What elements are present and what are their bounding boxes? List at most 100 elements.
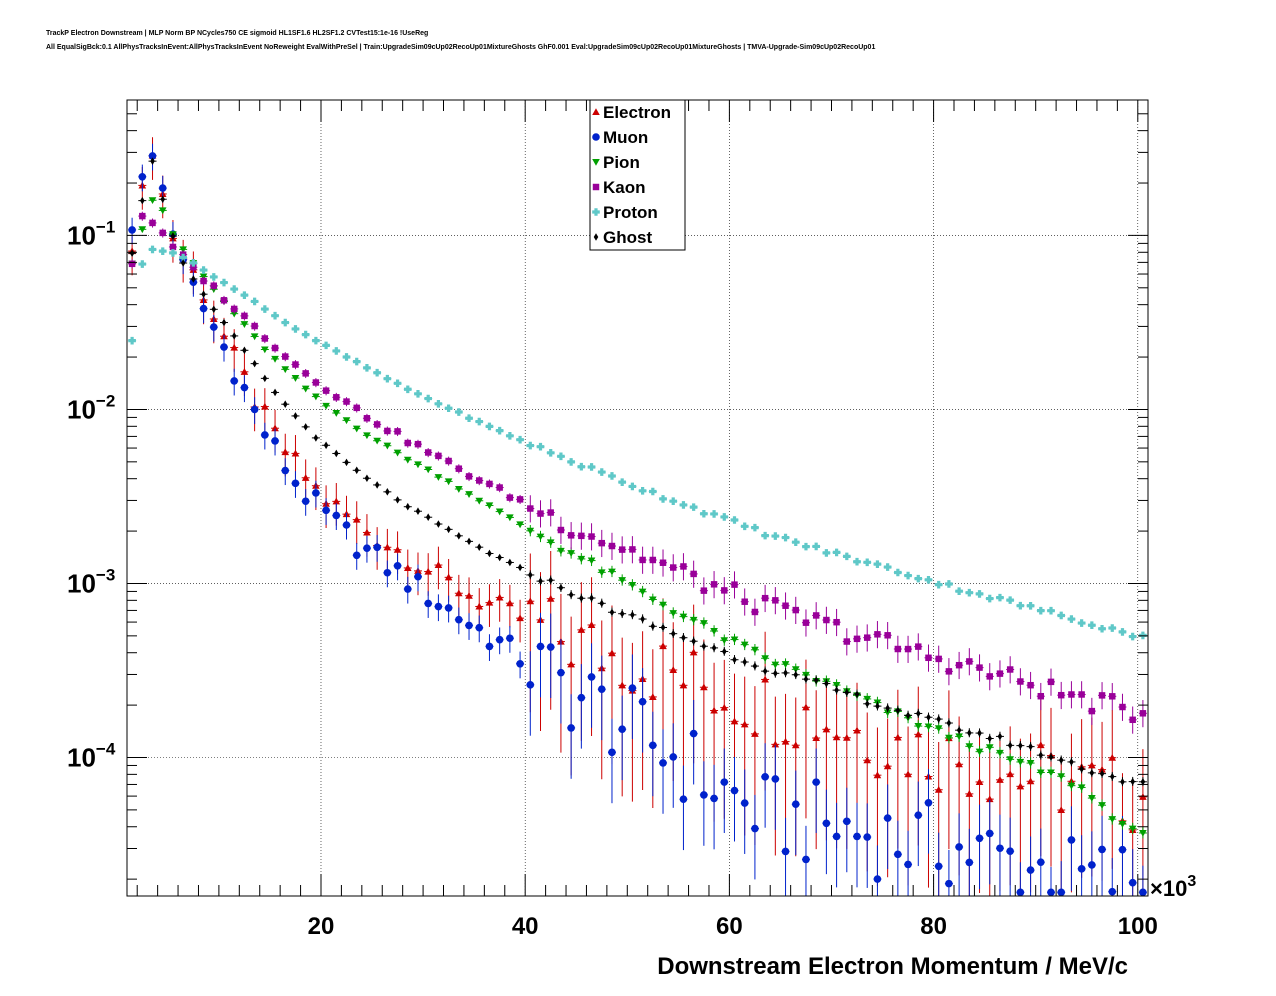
pion-point xyxy=(444,478,453,486)
legend: Electron Muon Pion Kaon Proton Ghost xyxy=(589,99,686,251)
muon-point xyxy=(904,860,912,869)
pion-point xyxy=(138,226,147,234)
kaon-point xyxy=(782,602,789,609)
proton-point xyxy=(455,408,463,416)
x-axis-multiplier-base: ×10 xyxy=(1150,876,1187,901)
muon-point xyxy=(332,511,341,520)
electron-point xyxy=(1108,753,1117,761)
kaon-point xyxy=(1057,691,1065,699)
ghost-point xyxy=(936,715,941,723)
proton-point xyxy=(587,463,596,471)
ghost-point xyxy=(1099,769,1105,778)
kaon-point xyxy=(465,473,473,480)
series-proton xyxy=(128,245,1147,641)
electron-point xyxy=(791,741,800,749)
proton-point xyxy=(465,414,473,423)
proton-point xyxy=(250,297,259,306)
electron-point xyxy=(649,693,657,700)
pion-point xyxy=(669,610,678,617)
muon-point xyxy=(281,466,290,475)
series-electron xyxy=(128,137,1147,896)
pion-point xyxy=(546,539,555,547)
ghost-point xyxy=(854,690,860,698)
pion-point xyxy=(1067,782,1076,790)
electron-point xyxy=(812,734,820,742)
muon-point xyxy=(363,544,371,552)
series-pion xyxy=(128,197,1147,839)
electron-point xyxy=(689,648,698,656)
pion-point xyxy=(761,655,769,663)
proton-point xyxy=(1128,632,1137,641)
kaon-point xyxy=(649,556,657,564)
muon-point xyxy=(506,634,514,643)
pion-point xyxy=(332,409,341,417)
proton-point xyxy=(1006,596,1014,604)
ghost-point xyxy=(926,713,931,722)
electron-point xyxy=(1026,777,1035,785)
ghost-point xyxy=(813,676,819,684)
ghost-point xyxy=(303,423,308,431)
pion-point xyxy=(710,628,718,635)
kaon-point xyxy=(128,260,136,268)
proton-point xyxy=(128,336,136,345)
pion-point xyxy=(1006,756,1014,764)
muon-point xyxy=(1036,858,1045,866)
pion-point xyxy=(751,646,759,654)
electron-point xyxy=(996,776,1004,783)
proton-point xyxy=(843,552,851,561)
pion-point xyxy=(393,449,402,457)
ghost-point xyxy=(191,275,196,283)
kaon-point xyxy=(159,229,166,237)
electron-point xyxy=(700,683,708,691)
x-axis-multiplier-exponent: 3 xyxy=(1187,873,1196,890)
electron-point xyxy=(608,649,616,657)
proton-point xyxy=(230,285,239,293)
pion-point xyxy=(577,555,586,563)
axes: 20 40 60 80 100 10−1 10−2 10−3 10−4 xyxy=(67,100,1158,940)
ghost-point xyxy=(528,571,533,579)
pion-point xyxy=(506,514,514,522)
electron-point xyxy=(383,543,392,551)
pion-point xyxy=(414,461,422,469)
pion-point xyxy=(230,310,239,318)
ghost-point xyxy=(752,662,758,670)
title-line-2: All EqualSigBck:0.1 AllPhysTracksInEvent… xyxy=(46,44,876,51)
muon-point xyxy=(1026,866,1035,874)
proton-point xyxy=(475,417,484,426)
data-series xyxy=(128,137,1147,897)
pion-point xyxy=(403,456,412,464)
kaon-point xyxy=(200,277,207,285)
kaon-point xyxy=(476,477,483,484)
ghost-point xyxy=(221,318,227,327)
kaon-point xyxy=(608,542,616,550)
kaon-point xyxy=(363,415,371,422)
electron-point xyxy=(883,762,892,770)
proton-point xyxy=(1118,628,1127,636)
ghost-point xyxy=(354,466,360,475)
proton-point xyxy=(1036,606,1045,615)
ghost-point xyxy=(242,346,247,355)
kaon-point xyxy=(302,370,309,377)
proton-point xyxy=(373,368,381,377)
ghost-point xyxy=(160,195,166,204)
proton-point xyxy=(985,594,994,603)
ghost-point xyxy=(313,434,319,442)
ghost-point xyxy=(385,488,390,496)
ghost-point xyxy=(803,675,809,683)
proton-point xyxy=(679,501,688,509)
pion-point xyxy=(679,613,688,621)
electron-point xyxy=(894,733,902,741)
ghost-point xyxy=(476,543,482,551)
ghost-point xyxy=(967,729,972,737)
electron-point xyxy=(1057,806,1066,814)
electron-point xyxy=(965,790,974,797)
muon-point xyxy=(638,697,647,706)
ghost-point xyxy=(905,711,911,720)
muon-point xyxy=(1098,845,1106,854)
proton-point xyxy=(996,593,1004,602)
pion-point xyxy=(1088,795,1096,802)
proton-point xyxy=(802,542,810,551)
pion-point xyxy=(1118,821,1127,828)
kaon-point xyxy=(261,335,269,342)
